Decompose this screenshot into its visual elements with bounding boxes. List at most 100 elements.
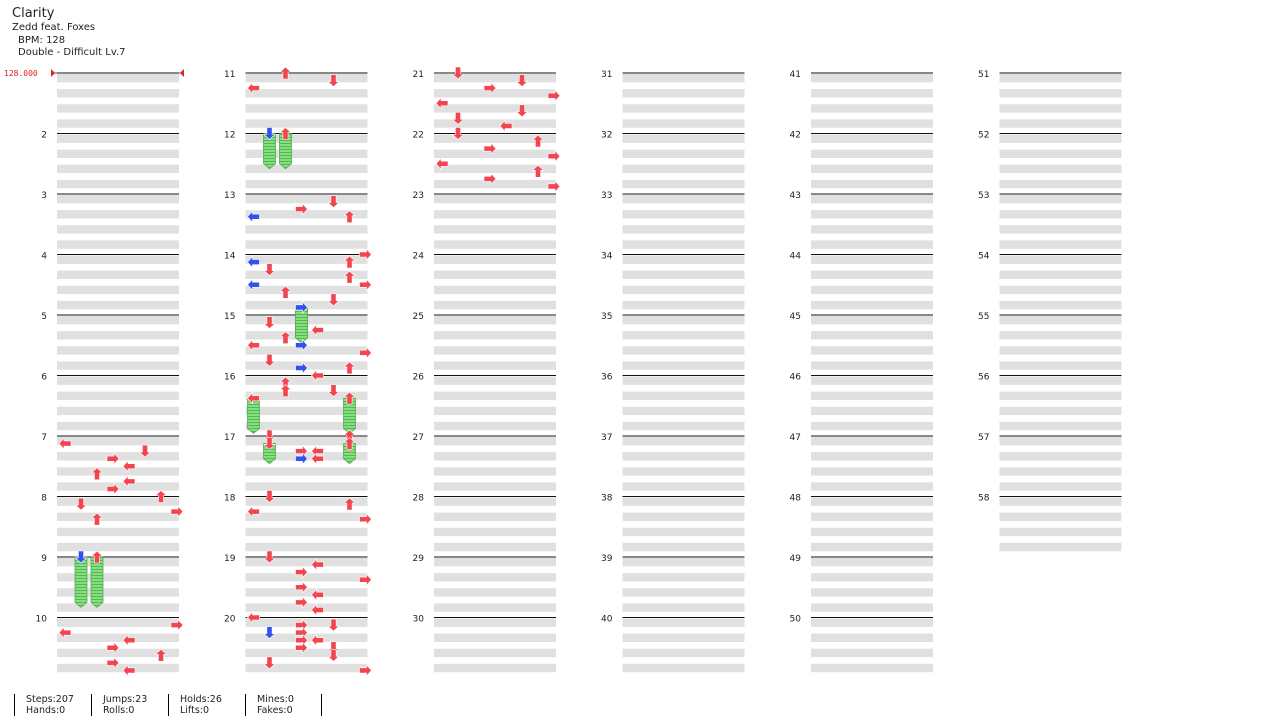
beat-stripe	[245, 346, 368, 355]
beat-stripe	[434, 497, 556, 506]
beat-stripe	[622, 134, 745, 143]
measure-number: 11	[224, 70, 235, 80]
beat-stripe	[622, 527, 745, 537]
measure-number: 57	[978, 433, 989, 443]
beat-stripe	[811, 573, 933, 582]
measure-number: 9	[41, 554, 47, 564]
beat-stripe	[811, 376, 933, 385]
measure-number: 44	[790, 252, 802, 262]
beat-stripe	[622, 573, 745, 582]
measure-number: 49	[790, 554, 802, 564]
beat-stripe	[811, 512, 933, 521]
beat-stripe	[434, 74, 556, 83]
beat-stripe	[999, 225, 1122, 234]
hold-note	[74, 556, 88, 608]
beat-stripe	[434, 558, 556, 567]
beat-stripe	[811, 89, 933, 98]
beat-stripe	[999, 149, 1122, 158]
beat-stripe	[245, 467, 368, 476]
measure-number: 24	[413, 252, 425, 262]
beat-stripe	[622, 467, 745, 476]
beat-stripe	[811, 346, 933, 355]
beat-stripe	[811, 285, 933, 295]
measure-number: 51	[978, 70, 989, 80]
step-arrow	[74, 550, 88, 564]
song-bpm: BPM: 128	[18, 34, 66, 46]
beat-stripe	[57, 588, 179, 597]
step-arrow	[58, 626, 72, 639]
beat-stripe	[999, 270, 1122, 279]
step-arrow	[547, 149, 561, 163]
step-arrow	[263, 127, 276, 140]
song-artist: Zedd feat. Foxes	[12, 22, 96, 33]
hold-note	[263, 443, 276, 465]
beat-stripe	[434, 467, 556, 476]
measure-number: 22	[413, 131, 424, 141]
beat-stripe	[434, 391, 556, 400]
step-arrow	[279, 331, 292, 344]
beat-stripe	[811, 300, 933, 310]
step-arrow	[170, 618, 184, 632]
beat-stripe	[245, 663, 368, 673]
beat-stripe	[811, 542, 933, 552]
measure-number: 12	[224, 131, 235, 141]
measure-number: 34	[601, 252, 613, 262]
beat-stripe	[999, 285, 1122, 295]
stat-value: Mines:0	[257, 694, 294, 705]
step-arrow	[295, 452, 308, 465]
beat-stripe	[57, 89, 179, 98]
step-arrow	[106, 656, 120, 670]
beat-stripe	[999, 406, 1122, 416]
beat-stripe	[811, 421, 933, 431]
stat-value: Steps:207	[26, 694, 74, 705]
beat-stripe	[245, 149, 368, 158]
beat-stripe	[245, 633, 368, 642]
beat-stripe	[434, 663, 556, 673]
beat-stripe	[434, 527, 556, 537]
beat-stripe	[245, 376, 368, 385]
step-arrow	[295, 565, 308, 579]
step-arrow	[451, 66, 465, 80]
beat-stripe	[245, 270, 368, 279]
beat-stripe	[245, 603, 368, 612]
beat-stripe	[434, 588, 556, 597]
beat-stripe	[811, 663, 933, 673]
hold-note	[90, 556, 104, 608]
beat-stripe	[245, 452, 368, 461]
beat-stripe	[434, 512, 556, 521]
measure-number: 4	[41, 252, 47, 262]
stat-value: Rolls:0	[103, 705, 135, 716]
beat-stripe	[622, 482, 745, 491]
beat-stripe	[999, 527, 1122, 537]
beat-stripe	[434, 648, 556, 658]
beat-stripe	[434, 300, 556, 310]
measure-number: 56	[978, 373, 990, 383]
beat-stripe	[622, 225, 745, 234]
step-arrow	[327, 384, 340, 398]
measure-number: 41	[790, 70, 801, 80]
measure-number: 35	[601, 312, 612, 322]
measure-number: 19	[224, 554, 236, 564]
beat-stripe	[999, 421, 1122, 431]
step-arrow	[247, 338, 260, 352]
beat-stripe	[622, 104, 745, 113]
step-arrow	[435, 96, 449, 110]
step-arrow	[122, 633, 136, 647]
beat-stripe	[434, 542, 556, 552]
beat-stripe	[57, 391, 179, 400]
step-arrow	[435, 157, 449, 171]
beat-stripe	[245, 527, 368, 537]
beat-stripe	[622, 119, 745, 128]
beat-stripe	[57, 134, 179, 143]
beat-stripe	[811, 149, 933, 158]
step-arrow	[170, 505, 184, 518]
measure-number: 17	[224, 433, 235, 443]
beat-stripe	[811, 452, 933, 461]
beat-stripe	[811, 119, 933, 128]
step-arrow	[451, 127, 465, 140]
measure-number: 10	[36, 615, 48, 625]
measure-number: 26	[413, 373, 425, 383]
measure-number: 37	[601, 433, 612, 443]
stat-group: Mines:0 Fakes:0	[245, 694, 322, 716]
beat-stripe	[811, 482, 933, 491]
